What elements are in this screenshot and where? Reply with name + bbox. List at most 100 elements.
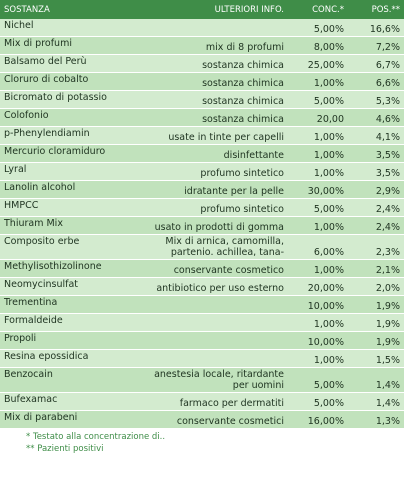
concentration-cell: 10,00% — [288, 331, 348, 350]
positive-rate-cell: 1,3% — [348, 410, 404, 429]
table-row: Formaldeide 1,00% 1,9% — [0, 313, 404, 332]
substance-cell: Bicromato di potassio — [0, 90, 132, 109]
positive-rate-cell: 1,5% — [348, 349, 404, 368]
positive-rate-cell: 3,5% — [348, 162, 404, 181]
positive-rate-cell: 6,7% — [348, 54, 404, 73]
concentration-cell: 1,00% — [288, 259, 348, 278]
concentration-cell: 5,00% — [288, 19, 348, 37]
header-row: SOSTANZA ULTERIORI INFO. CONC.* POS.** — [0, 0, 404, 19]
positive-rate-cell: 2,3% — [348, 234, 404, 260]
concentration-cell: 1,00% — [288, 126, 348, 145]
table-row: HMPCC profumo sintetico 5,00% 2,4% — [0, 198, 404, 217]
concentration-cell: 20,00% — [288, 277, 348, 296]
info-cell — [132, 19, 288, 37]
info-cell — [132, 295, 288, 314]
info-cell: usato in prodotti di gomma — [132, 216, 288, 235]
positive-rate-cell: 1,4% — [348, 367, 404, 393]
substance-cell: Balsamo del Perù — [0, 54, 132, 73]
info-cell: anestesia locale, ritardante per uomini — [132, 367, 288, 393]
table-row: Propoli 10,00% 1,9% — [0, 331, 404, 350]
concentration-cell: 1,00% — [288, 349, 348, 368]
info-cell — [132, 313, 288, 332]
positive-rate-cell: 2,9% — [348, 180, 404, 199]
concentration-cell: 20,00 — [288, 108, 348, 127]
header-cell: POS.** — [348, 0, 404, 19]
substance-cell: Formaldeide — [0, 313, 132, 332]
positive-rate-cell: 2,1% — [348, 259, 404, 278]
positive-rate-cell: 7,2% — [348, 36, 404, 55]
table-body: Nichel 5,00% 16,6% Mix di profumi mix di 8 p… — [0, 19, 404, 429]
positive-rate-cell: 4,1% — [348, 126, 404, 145]
table-row: Mercurio cloramiduro disinfettante 1,00% 3,… — [0, 144, 404, 163]
info-cell: sostanza chimica — [132, 54, 288, 73]
info-cell: profumo sintetico — [132, 162, 288, 181]
table-row: Mix di parabeni conservante cosmetici 16,0… — [0, 410, 404, 429]
positive-rate-cell: 2,4% — [348, 216, 404, 235]
positive-rate-cell: 1,4% — [348, 392, 404, 411]
positive-rate-cell: 6,6% — [348, 72, 404, 91]
positive-rate-cell: 1,9% — [348, 331, 404, 350]
info-cell: mix di 8 profumi — [132, 36, 288, 55]
substance-cell: Resina epossidica — [0, 349, 132, 368]
substance-cell: Methylisothizolinone — [0, 259, 132, 278]
concentration-cell: 30,00% — [288, 180, 348, 199]
info-cell: disinfettante — [132, 144, 288, 163]
concentration-cell: 5,00% — [288, 90, 348, 109]
table-row: Colofonio sostanza chimica 20,00 4,6% — [0, 108, 404, 127]
info-cell: sostanza chimica — [132, 72, 288, 91]
substance-cell: Neomycinsulfat — [0, 277, 132, 296]
info-cell: sostanza chimica — [132, 108, 288, 127]
table-row: Lanolin alcohol idratante per la pelle 30,… — [0, 180, 404, 199]
substance-cell: Trementina — [0, 295, 132, 314]
positive-rate-cell: 3,5% — [348, 144, 404, 163]
info-cell: sostanza chimica — [132, 90, 288, 109]
substance-cell: Mix di parabeni — [0, 410, 132, 429]
allergen-table: SOSTANZA ULTERIORI INFO. CONC.* POS.** Nich… — [0, 0, 404, 429]
header-cell: ULTERIORI INFO. — [132, 0, 288, 19]
concentration-cell: 1,00% — [288, 313, 348, 332]
table-row: Bicromato di potassio sostanza chimica 5,0… — [0, 90, 404, 109]
table-row: Methylisothizolinone conservante cosmetic… — [0, 259, 404, 278]
concentration-cell: 1,00% — [288, 162, 348, 181]
table-row: Mix di profumi mix di 8 profumi 8,00% 7,2% — [0, 36, 404, 55]
concentration-cell: 5,00% — [288, 392, 348, 411]
table-row: Resina epossidica 1,00% 1,5% — [0, 349, 404, 368]
positive-rate-cell: 5,3% — [348, 90, 404, 109]
concentration-cell: 6,00% — [288, 234, 348, 260]
table-row: Lyral profumo sintetico 1,00% 3,5% — [0, 162, 404, 181]
table-row: Benzocain anestesia locale, ritardante pe… — [0, 367, 404, 393]
concentration-cell: 1,00% — [288, 216, 348, 235]
table-row: Bufexamac farmaco per dermatiti 5,00% 1,4% — [0, 392, 404, 411]
substance-cell: p-Phenylendiamin — [0, 126, 132, 145]
positive-rate-cell: 2,4% — [348, 198, 404, 217]
concentration-cell: 8,00% — [288, 36, 348, 55]
positive-rate-cell: 1,9% — [348, 295, 404, 314]
table-row: Balsamo del Perù sostanza chimica 25,00% 6,… — [0, 54, 404, 73]
positive-rate-cell: 2,0% — [348, 277, 404, 296]
info-cell: usate in tinte per capelli — [132, 126, 288, 145]
substance-cell: Nichel — [0, 19, 132, 37]
substance-cell: Lyral — [0, 162, 132, 181]
table-row: Thiuram Mix usato in prodotti di gomma 1,0… — [0, 216, 404, 235]
info-cell: Mix di arnica, camomilla, partenio. achi… — [132, 234, 288, 260]
concentration-cell: 5,00% — [288, 367, 348, 393]
table-row: Neomycinsulfat antibiotico per uso estern… — [0, 277, 404, 296]
table-row: Trementina 10,00% 1,9% — [0, 295, 404, 314]
substance-cell: Benzocain — [0, 367, 132, 393]
concentration-cell: 16,00% — [288, 410, 348, 429]
header-cell: CONC.* — [288, 0, 348, 19]
table-row: p-Phenylendiamin usate in tinte per capel… — [0, 126, 404, 145]
substance-cell: Thiuram Mix — [0, 216, 132, 235]
info-cell: conservante cosmetico — [132, 259, 288, 278]
positive-rate-cell: 1,9% — [348, 313, 404, 332]
concentration-cell: 1,00% — [288, 144, 348, 163]
info-cell — [132, 331, 288, 350]
footnote: ** Pazienti positivi — [26, 444, 104, 454]
info-cell: antibiotico per uso esterno — [132, 277, 288, 296]
substance-cell: Lanolin alcohol — [0, 180, 132, 199]
info-cell: conservante cosmetici — [132, 410, 288, 429]
info-cell: farmaco per dermatiti — [132, 392, 288, 411]
footnotes: * Testato alla concentrazione di.. ** Paz… — [0, 429, 404, 455]
table-row: Composito erbe Mix di arnica, camomilla, … — [0, 234, 404, 260]
positive-rate-cell: 4,6% — [348, 108, 404, 127]
